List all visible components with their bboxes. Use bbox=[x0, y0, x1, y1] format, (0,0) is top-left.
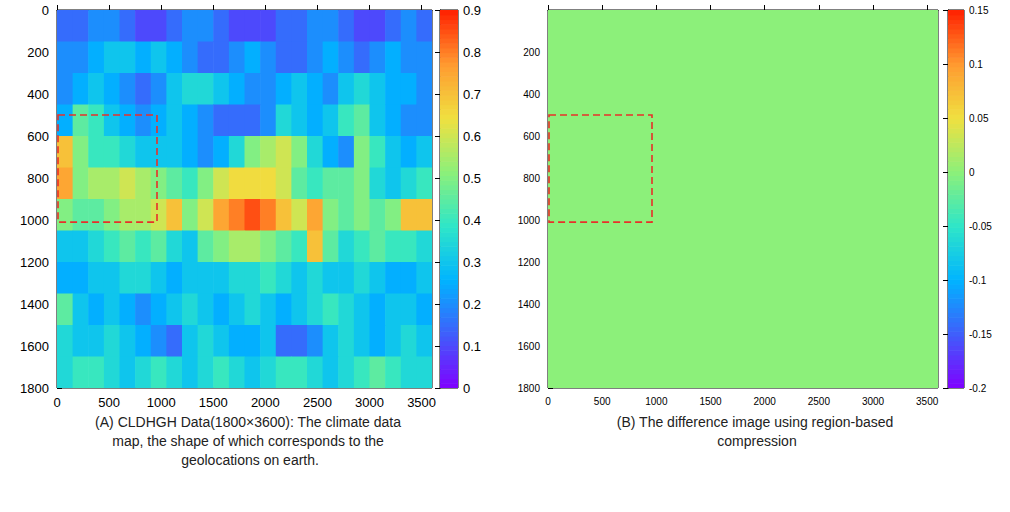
svg-text:0.9: 0.9 bbox=[463, 3, 481, 18]
svg-text:800: 800 bbox=[523, 173, 540, 184]
svg-text:2000: 2000 bbox=[754, 396, 777, 407]
svg-text:-0.2: -0.2 bbox=[969, 383, 987, 394]
svg-text:1800: 1800 bbox=[20, 381, 49, 396]
svg-text:3000: 3000 bbox=[862, 396, 885, 407]
svg-text:0.7: 0.7 bbox=[463, 87, 481, 102]
svg-text:0: 0 bbox=[463, 381, 470, 396]
svg-text:1600: 1600 bbox=[20, 339, 49, 354]
svg-text:-0.15: -0.15 bbox=[969, 329, 992, 340]
svg-text:1000: 1000 bbox=[20, 213, 49, 228]
svg-text:600: 600 bbox=[523, 131, 540, 142]
svg-text:0: 0 bbox=[53, 395, 60, 410]
svg-text:1200: 1200 bbox=[20, 255, 49, 270]
svg-text:1400: 1400 bbox=[518, 299, 541, 310]
svg-text:0: 0 bbox=[42, 3, 49, 18]
svg-text:400: 400 bbox=[27, 87, 49, 102]
svg-text:1800: 1800 bbox=[518, 383, 541, 394]
svg-text:0.6: 0.6 bbox=[463, 129, 481, 144]
svg-text:(B) The difference image using: (B) The difference image using region-ba… bbox=[617, 414, 897, 430]
svg-text:0.8: 0.8 bbox=[463, 45, 481, 60]
svg-text:200: 200 bbox=[27, 45, 49, 60]
svg-text:0.3: 0.3 bbox=[463, 255, 481, 270]
svg-text:3500: 3500 bbox=[407, 395, 436, 410]
svg-text:map, the shape of which corres: map, the shape of which corresponds to t… bbox=[112, 433, 388, 449]
svg-text:200: 200 bbox=[523, 47, 540, 58]
svg-text:800: 800 bbox=[27, 171, 49, 186]
svg-text:1200: 1200 bbox=[518, 257, 541, 268]
svg-text:1600: 1600 bbox=[518, 341, 541, 352]
svg-text:0.05: 0.05 bbox=[969, 113, 989, 124]
svg-text:1500: 1500 bbox=[699, 396, 722, 407]
svg-text:400: 400 bbox=[523, 89, 540, 100]
svg-text:(A) CLDHGH Data(1800×3600): Th: (A) CLDHGH Data(1800×3600): The climate … bbox=[95, 414, 405, 430]
svg-text:1000: 1000 bbox=[147, 395, 176, 410]
svg-text:0: 0 bbox=[545, 396, 551, 407]
svg-text:0.4: 0.4 bbox=[463, 213, 481, 228]
svg-text:2500: 2500 bbox=[303, 395, 332, 410]
svg-text:0: 0 bbox=[969, 167, 975, 178]
svg-text:compression: compression bbox=[717, 433, 796, 449]
svg-text:2500: 2500 bbox=[808, 396, 831, 407]
svg-text:3000: 3000 bbox=[355, 395, 384, 410]
svg-text:0.15: 0.15 bbox=[969, 5, 989, 16]
svg-text:1000: 1000 bbox=[518, 215, 541, 226]
svg-text:600: 600 bbox=[27, 129, 49, 144]
svg-text:1500: 1500 bbox=[199, 395, 228, 410]
svg-text:-0.05: -0.05 bbox=[969, 221, 992, 232]
svg-text:500: 500 bbox=[98, 395, 120, 410]
svg-text:geolocations on earth.: geolocations on earth. bbox=[181, 452, 319, 468]
svg-text:0.1: 0.1 bbox=[969, 59, 983, 70]
svg-text:2000: 2000 bbox=[251, 395, 280, 410]
svg-text:1400: 1400 bbox=[20, 297, 49, 312]
svg-text:3500: 3500 bbox=[916, 396, 939, 407]
svg-text:1000: 1000 bbox=[645, 396, 668, 407]
svg-text:0.1: 0.1 bbox=[463, 339, 481, 354]
svg-text:0.2: 0.2 bbox=[463, 297, 481, 312]
svg-text:-0.1: -0.1 bbox=[969, 275, 987, 286]
svg-text:0.5: 0.5 bbox=[463, 171, 481, 186]
svg-text:500: 500 bbox=[594, 396, 611, 407]
